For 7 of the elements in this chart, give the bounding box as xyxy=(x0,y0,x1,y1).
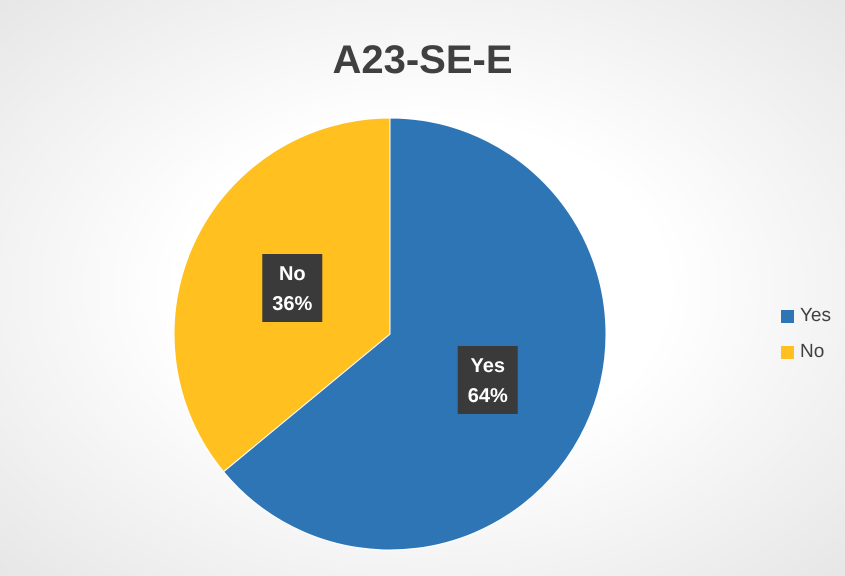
data-label: 36% xyxy=(272,293,313,316)
data-label: 64% xyxy=(468,384,508,407)
slice-label: Yes xyxy=(800,305,831,327)
legend-label: No xyxy=(800,341,824,363)
slice-label: Yes xyxy=(470,354,505,377)
slice-label: No xyxy=(278,263,306,286)
chart-title: A23-SE-E xyxy=(331,38,514,83)
